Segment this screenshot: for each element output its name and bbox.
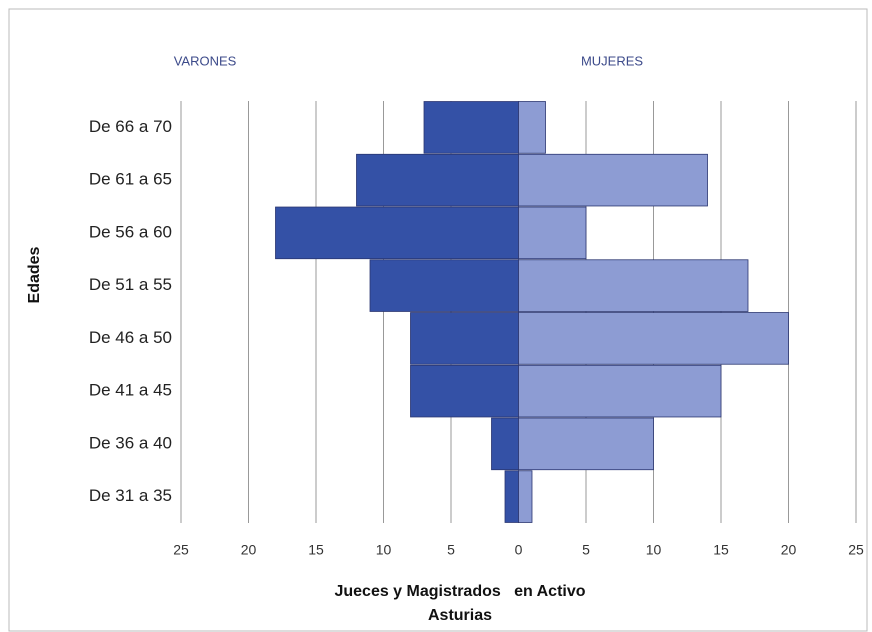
x-tick-label: 15	[308, 542, 324, 558]
x-tick-label: 25	[848, 542, 864, 558]
x-axis-title: Jueces y Magistrados en Activo	[334, 583, 585, 600]
bar	[518, 153, 708, 207]
bar	[423, 101, 519, 154]
x-tick-label: 10	[646, 542, 662, 558]
x-tick-label: 5	[582, 542, 590, 558]
bar	[518, 470, 533, 523]
bar	[410, 364, 519, 418]
x-tick-label: 15	[713, 542, 729, 558]
legend-label: MUJERES	[581, 53, 643, 68]
bar	[518, 417, 654, 471]
y-tick-label: De 36 a 40	[89, 433, 172, 452]
x-tick-label: 5	[447, 542, 455, 558]
bar	[275, 206, 519, 260]
legend-label: VARONES	[174, 53, 237, 68]
y-tick-label: De 56 a 60	[89, 222, 172, 241]
bar	[518, 206, 587, 260]
x-tick-label: 20	[241, 542, 257, 558]
bar	[410, 312, 519, 365]
x-tick-label: 10	[376, 542, 392, 558]
y-tick-label: De 41 a 45	[89, 381, 172, 400]
bar	[356, 153, 519, 207]
bar	[504, 470, 519, 523]
y-axis-title: Edades	[26, 246, 43, 303]
bar	[518, 312, 789, 365]
y-tick-label: De 51 a 55	[89, 275, 172, 294]
x-tick-label: 25	[173, 542, 189, 558]
y-tick-label: De 66 a 70	[89, 117, 172, 136]
x-tick-label: 0	[515, 542, 523, 558]
bar	[369, 259, 519, 312]
y-tick-label: De 46 a 50	[89, 328, 172, 347]
bar	[518, 101, 546, 154]
bar	[518, 259, 749, 312]
bar	[491, 417, 519, 471]
bar	[518, 364, 722, 418]
x-axis-title: Asturias	[428, 607, 492, 624]
y-tick-label: De 31 a 35	[89, 486, 172, 505]
y-tick-label: De 61 a 65	[89, 170, 172, 189]
x-tick-label: 20	[781, 542, 797, 558]
